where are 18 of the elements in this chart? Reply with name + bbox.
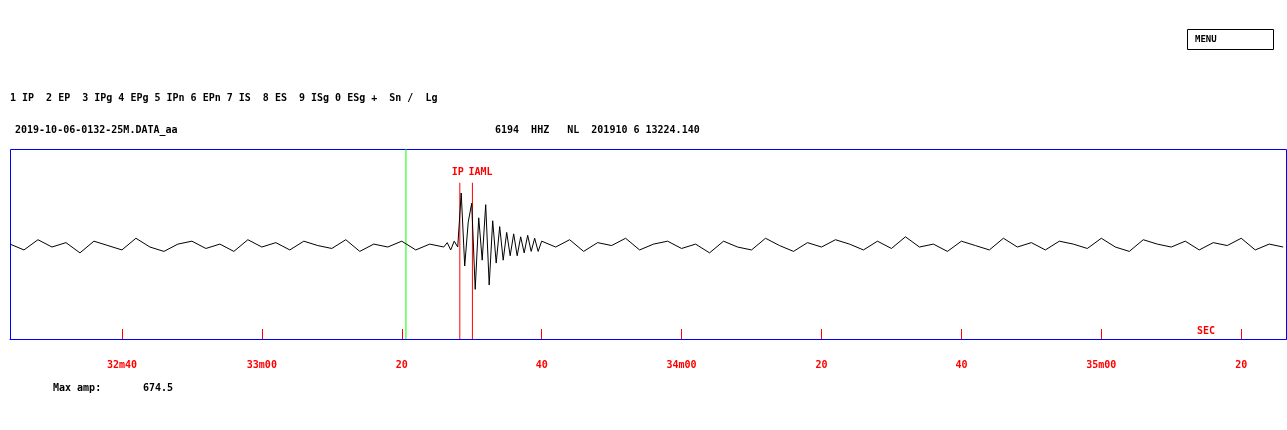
x-tick-label: 20 bbox=[1235, 358, 1248, 370]
chart-title: 2019-10-06-0132-25M.DATA_aa bbox=[15, 123, 178, 136]
x-tick-label: 34m00 bbox=[666, 358, 697, 370]
text: 674.5 bbox=[143, 381, 174, 393]
text: MENU bbox=[1195, 33, 1217, 44]
x-tick-label: 35m00 bbox=[1086, 358, 1117, 370]
ref-line-label: IP bbox=[451, 166, 464, 178]
chart-subtitle: 6194 HHZ NL 201910 6 13224.140 bbox=[495, 123, 700, 135]
text: Max amp: bbox=[53, 381, 102, 393]
x-tick-label: 32m40 bbox=[106, 358, 137, 370]
ref-line-label: IAML bbox=[468, 166, 493, 178]
x-tick-label: 33m00 bbox=[246, 358, 277, 370]
text: 1 IP 2 EP 3 IPg 4 EPg 5 IPn 6 EPn 7 IS 8 ES 9 ISg 0 ESg + Sn / Lg bbox=[10, 91, 438, 103]
x-tick-label: 20 bbox=[815, 358, 828, 370]
x-tick-label: 20 bbox=[395, 358, 408, 370]
x-tick-label: 40 bbox=[955, 358, 968, 370]
x-tick-label: 40 bbox=[535, 358, 548, 370]
x-axis-title: SEC bbox=[1197, 324, 1216, 336]
